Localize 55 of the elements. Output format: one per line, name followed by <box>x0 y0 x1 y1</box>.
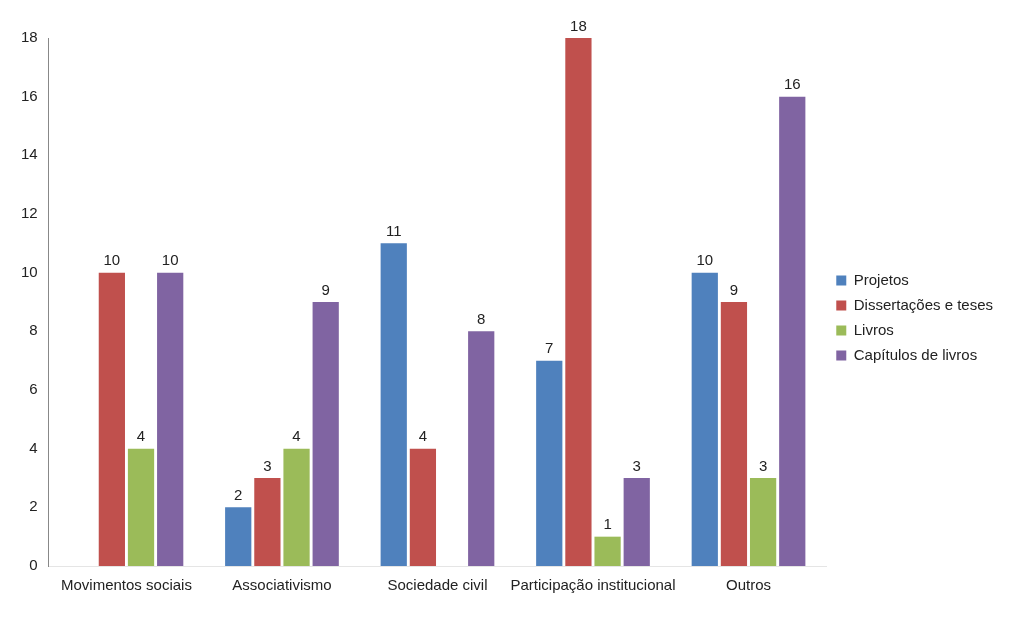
bar <box>565 38 592 566</box>
y-tick-label: 6 <box>29 380 38 398</box>
bar <box>380 243 407 566</box>
bar <box>98 272 125 566</box>
data-label: 4 <box>292 427 301 445</box>
y-tick-label: 14 <box>21 145 38 163</box>
data-label: 10 <box>161 251 179 269</box>
y-tick-label: 10 <box>21 262 38 280</box>
data-label: 18 <box>570 16 587 34</box>
data-label: 9 <box>729 280 739 298</box>
data-label: 4 <box>418 427 428 445</box>
legend-label: Projetos <box>853 270 909 288</box>
x-tick-label: Movimentos sociais <box>61 576 192 594</box>
data-label: 3 <box>632 456 641 474</box>
bar <box>749 478 777 566</box>
bar <box>536 360 563 566</box>
bar <box>468 331 495 566</box>
x-tick-label: Participação institucional <box>510 576 676 594</box>
bar <box>623 478 650 566</box>
data-label: 10 <box>696 251 714 269</box>
bar <box>720 302 748 566</box>
bar <box>254 478 281 566</box>
x-tick-label: Sociedade civil <box>387 576 488 594</box>
x-tick-label: Outros <box>726 576 772 594</box>
legend-label: Dissertações e teses <box>853 295 994 313</box>
y-tick-label: 4 <box>29 438 38 456</box>
bar <box>283 448 310 566</box>
bar <box>127 448 155 566</box>
bar <box>157 272 184 566</box>
bar <box>409 448 437 566</box>
data-label: 16 <box>783 75 801 93</box>
data-label: 9 <box>321 280 330 298</box>
data-label: 11 <box>385 221 402 239</box>
bar <box>225 507 252 566</box>
data-label: 3 <box>263 456 272 474</box>
data-label: 7 <box>545 339 554 357</box>
y-tick-label: 2 <box>29 497 38 515</box>
x-tick-label: Associativismo <box>232 576 332 594</box>
data-label: 2 <box>234 485 243 503</box>
bar <box>779 96 806 566</box>
data-label: 1 <box>603 515 612 533</box>
legend-label: Livros <box>853 320 894 338</box>
y-tick-label: 0 <box>29 556 38 574</box>
data-label: 3 <box>758 456 768 474</box>
y-tick-label: 8 <box>29 321 38 339</box>
y-tick-label: 16 <box>21 86 38 104</box>
data-label: 4 <box>136 427 146 445</box>
bar <box>691 272 718 566</box>
data-label: 10 <box>103 251 121 269</box>
y-tick-label: 18 <box>21 28 38 46</box>
bar <box>312 302 339 566</box>
bar <box>594 536 621 566</box>
legend-label: Capítulos de livros <box>853 345 978 363</box>
data-label: 8 <box>477 309 486 327</box>
y-tick-label: 12 <box>21 204 38 222</box>
